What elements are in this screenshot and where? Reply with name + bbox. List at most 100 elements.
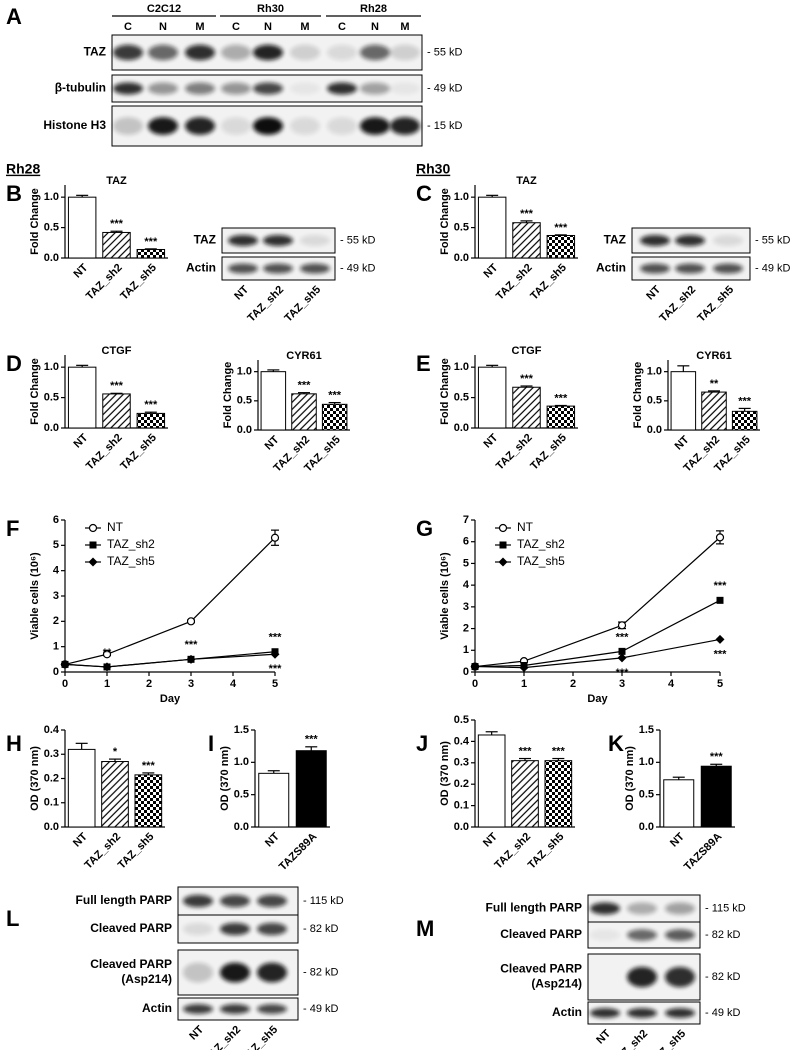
significance-label: ***: [185, 639, 199, 651]
y-tick-label: 5: [53, 539, 59, 551]
blot-band: [183, 1004, 213, 1014]
y-axis-label: OD (370 nm): [624, 746, 636, 811]
blot-band: [228, 235, 258, 246]
point: [519, 663, 529, 673]
blot-band: [300, 263, 330, 274]
panel-label: F: [6, 516, 19, 541]
point: [186, 617, 196, 626]
bar: [258, 772, 290, 828]
y-tick-label: 0.4: [44, 724, 60, 736]
x-tick-label: TAZ_sh5: [116, 831, 157, 872]
y-tick-label: 0.0: [454, 422, 469, 434]
y-tick-label: 5: [463, 557, 469, 569]
y-tick-label: 6: [463, 536, 469, 548]
panel-label: A: [6, 4, 22, 29]
y-tick-label: 1.5: [639, 724, 654, 736]
significance-label: ***: [519, 745, 533, 757]
point: [618, 647, 626, 655]
blot-band: [253, 44, 283, 61]
blot-band: [148, 117, 178, 135]
panel-label: C: [416, 181, 432, 206]
point: [715, 533, 725, 542]
blot-band: [220, 962, 250, 983]
point: [716, 596, 724, 604]
lane-label: NT: [187, 1023, 206, 1042]
significance-label: ***: [554, 392, 568, 404]
bar: [731, 410, 758, 431]
lane-label: TAZ_sh2: [245, 284, 286, 325]
y-tick-label: 0.0: [44, 422, 59, 434]
blot-band: [390, 44, 420, 61]
bar: [670, 371, 697, 431]
bar: [546, 234, 576, 259]
bar: [67, 366, 97, 429]
y-tick-label: 0.0: [234, 821, 249, 833]
y-tick-label: 0.0: [639, 821, 654, 833]
x-tick-label: TAZ_sh2: [84, 432, 125, 473]
chart-title: TAZ: [516, 175, 537, 187]
lane-label: C: [232, 21, 240, 33]
blot-band: [640, 235, 670, 246]
blot-band: [221, 44, 251, 61]
x-tick-label: 1: [521, 678, 527, 690]
blot-row-label: TAZ: [604, 233, 626, 247]
significance-label: ***: [714, 648, 728, 660]
y-tick-label: 4: [463, 579, 470, 591]
chart-title: CYR61: [286, 350, 321, 362]
x-tick-label: 2: [146, 678, 152, 690]
x-tick-label: TAZ_sh2: [494, 432, 535, 473]
lane-label: NT: [594, 1027, 613, 1046]
legend-label: TAZ_sh2: [107, 537, 155, 551]
error-bar: [305, 746, 318, 751]
panel-label: J: [416, 731, 428, 756]
blot-band: [640, 263, 670, 274]
blot-band: [253, 117, 283, 135]
blot-band: [221, 117, 251, 135]
lane-label: NT: [644, 283, 663, 302]
x-tick-label: 5: [272, 678, 278, 690]
bar: [134, 774, 163, 828]
x-tick-label: NT: [263, 433, 282, 452]
cohort-label: Rh30: [416, 161, 450, 177]
size-marker: - 49 kD: [303, 1003, 339, 1015]
error-bar: [738, 407, 751, 412]
bar: [136, 248, 166, 259]
lane-label: N: [159, 21, 167, 33]
y-tick-label: 0.2: [44, 772, 59, 784]
x-tick-label: NT: [481, 431, 500, 450]
y-tick-label: 1.0: [454, 191, 469, 203]
bar: [321, 403, 348, 431]
y-tick-label: 0.5: [454, 391, 469, 403]
lane-label: N: [264, 21, 272, 33]
size-marker: - 82 kD: [303, 966, 339, 978]
panel-label: B: [6, 181, 22, 206]
x-tick-label: 0: [62, 678, 68, 690]
blot-band: [675, 263, 705, 274]
x-tick-label: TAZ_sh2: [84, 262, 125, 303]
blot-band: [360, 82, 390, 95]
blot-band: [300, 235, 330, 246]
y-axis-label: OD (370 nm): [439, 741, 451, 806]
y-tick-label: 1: [53, 641, 59, 653]
y-tick-label: 1.5: [234, 724, 249, 736]
blot-row-label: Actin: [186, 261, 216, 275]
y-axis-label: Fold Change: [632, 362, 644, 429]
y-axis-label: Fold Change: [29, 358, 41, 425]
error-bar: [144, 411, 157, 414]
error-bar: [267, 369, 280, 372]
significance-label: ***: [520, 373, 534, 385]
y-tick-label: 1.0: [234, 756, 249, 768]
y-tick-label: 3: [53, 590, 59, 602]
blot-row-label: (Asp214): [531, 977, 582, 991]
blot-band: [253, 82, 283, 95]
blot-band: [665, 902, 695, 915]
blot-row-label: (Asp214): [121, 972, 172, 986]
size-marker: - 49 kD: [427, 82, 463, 94]
significance-label: **: [710, 378, 719, 390]
legend-marker: [498, 523, 508, 533]
blot-band: [113, 117, 143, 135]
legend-marker: [498, 557, 508, 567]
lane-label: TAZ_sh5: [239, 1024, 280, 1050]
blot-band: [627, 1008, 657, 1018]
y-tick-label: 0.5: [44, 221, 59, 233]
